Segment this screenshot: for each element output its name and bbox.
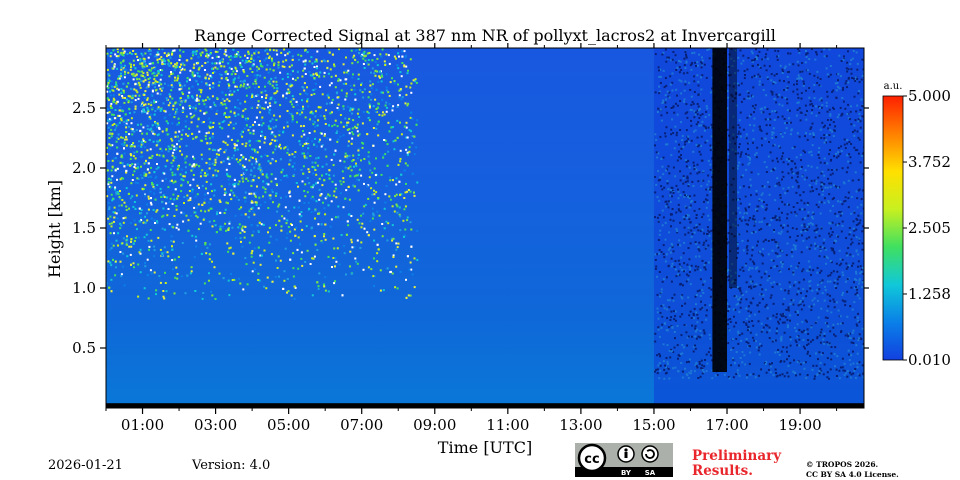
copyright-line-2: CC BY SA 4.0 License. xyxy=(806,470,899,479)
colorbar-unit: a.u. xyxy=(884,81,903,92)
colorbar: a.u. 0.010 1.258 2.505 3.752 5.000 xyxy=(882,81,951,369)
footer-version: Version: 4.0 xyxy=(192,458,271,473)
cc-sa-label: SA xyxy=(645,469,656,477)
y-tick-label: 0.5 xyxy=(72,339,96,357)
colorbar-tick-label: 5.000 xyxy=(908,87,951,105)
x-tick-label: 17:00 xyxy=(705,416,748,434)
y-tick-label: 1.0 xyxy=(72,279,96,297)
colorbar-gradient xyxy=(882,95,904,361)
y-tick-label: 2.0 xyxy=(72,159,96,177)
x-tick-label: 19:00 xyxy=(778,416,821,434)
y-axis-label: Height [km] xyxy=(45,180,64,278)
x-tick-label: 07:00 xyxy=(340,416,383,434)
y-tick-label: 1.5 xyxy=(72,219,96,237)
footer-date: 2026-01-21 xyxy=(48,458,123,473)
x-tick-label: 01:00 xyxy=(121,416,164,434)
preliminary-notice: Preliminary Results. xyxy=(692,449,781,479)
preliminary-line-2: Results. xyxy=(692,463,753,479)
colorbar-tick-label: 3.752 xyxy=(908,153,951,171)
attenuation-column-edge xyxy=(729,48,738,288)
x-tick-label: 09:00 xyxy=(413,416,456,434)
copyright-notice: © TROPOS 2026. CC BY SA 4.0 License. xyxy=(806,460,899,480)
x-tick-label: 05:00 xyxy=(267,416,310,434)
colorbar-tick-label: 0.010 xyxy=(908,351,951,369)
colorbar-tick-label: 1.258 xyxy=(908,285,951,303)
reduced-signal-region xyxy=(653,48,864,408)
x-tick-label: 13:00 xyxy=(559,416,602,434)
x-axis: 01:00 03:00 05:00 07:00 09:00 11:00 13:00 15:00… xyxy=(105,43,838,434)
copyright-line-1: © TROPOS 2026. xyxy=(806,460,879,469)
x-tick-label: 03:00 xyxy=(194,416,237,434)
x-tick-label: 11:00 xyxy=(486,416,529,434)
x-axis-label: Time [UTC] xyxy=(438,438,532,457)
cc-by-label: BY xyxy=(621,469,632,477)
y-tick-label: 2.5 xyxy=(72,99,96,117)
preliminary-line-1: Preliminary xyxy=(692,448,782,464)
x-tick-label: 15:00 xyxy=(632,416,675,434)
colorbar-tick-label: 2.505 xyxy=(908,219,951,237)
chart-title: Range Corrected Signal at 387 nm NR of p… xyxy=(194,26,776,45)
y-axis: 0.5 1.0 1.5 2.0 2.5 xyxy=(72,99,869,357)
attenuation-column xyxy=(712,48,728,372)
cc-by-sa-icon: cc BY SA xyxy=(575,443,673,477)
heatmap-feature-layer xyxy=(106,48,864,408)
surface-blind-zone xyxy=(106,403,864,408)
plot-area xyxy=(106,48,864,408)
colorbar-ticks: 0.010 1.258 2.505 3.752 5.000 xyxy=(903,87,951,369)
